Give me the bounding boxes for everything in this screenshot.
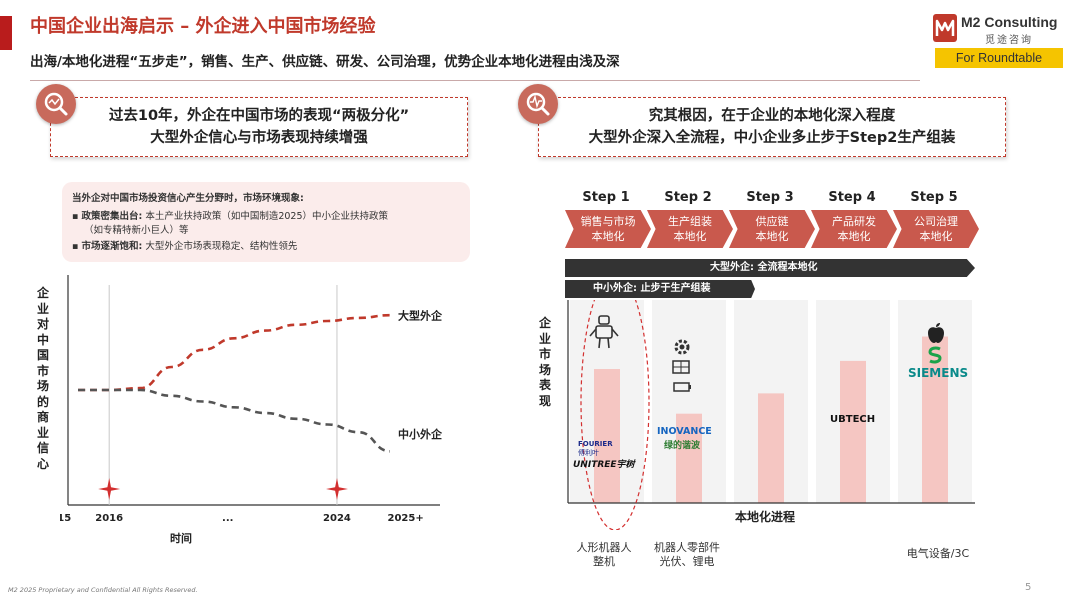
series-small-label: 中小外企 [398, 427, 443, 441]
step-header-5: Step 5 [910, 190, 958, 205]
brand-name: M2 Consulting [961, 14, 1058, 30]
x-tick-label: ~2015 [60, 513, 71, 524]
step-text: 本地化 [673, 230, 707, 243]
performance-bar [758, 393, 784, 503]
step-header-2: Step 2 [664, 190, 712, 205]
step-text: 销售与市场 [580, 215, 636, 228]
analysis-icon [518, 84, 558, 124]
category-label-electrical: 电气设备/3C [906, 547, 970, 560]
note-bullet-1: ▪ 政策密集出台: 本土产业扶持政策（如中国制造2025）中小企业扶持政策 [72, 211, 388, 222]
left-y-axis-label: 企业对中国市场的商业信心 [36, 286, 49, 471]
x-tick-label: ... [222, 513, 233, 524]
step-text: 生产组装 [668, 215, 712, 228]
x-tick-label: 2024 [323, 513, 351, 524]
step-chevron-1: 销售与市场 本地化 [565, 210, 651, 248]
step-text: 供应链 [755, 215, 789, 228]
left-headline-line1: 过去10年，外企在中国市场的表现“两极分化” [108, 108, 410, 124]
ubtech-logo: UBTECH [830, 414, 876, 425]
components-icons [672, 339, 691, 392]
m2-logo-icon [933, 14, 957, 42]
highlight-ellipse [580, 300, 650, 530]
siemens-logo: SIEMENS [908, 366, 969, 380]
category-label-components: 机器人零部件 光伏、锂电 [654, 541, 720, 568]
step-text: 产品研发 [832, 215, 876, 228]
roundtable-badge: For Roundtable [935, 48, 1063, 68]
left-headline-box: 过去10年，外企在中国市场的表现“两极分化” 大型外企信心与市场表现持续增强 [50, 97, 468, 157]
step-header-4: Step 4 [828, 190, 876, 205]
note-bullet-2: ▪ 市场逐渐饱和: 大型外企市场表现稳定、结构性领先 [72, 241, 298, 252]
policy-star-marker [326, 478, 348, 500]
page-subtitle: 出海/本地化进程“五步走”，销售、生产、供应链、研发、公司治理，优势企业本地化进… [30, 54, 620, 70]
step-text: 本地化 [919, 230, 953, 243]
step-header-1: Step 1 [582, 190, 630, 205]
brand-name-cn: 觅途咨询 [985, 35, 1033, 46]
unitree-logo: UNITREE宇树 [573, 460, 635, 470]
accent-bar [0, 16, 12, 50]
category-label-humanoid: 人形机器人 整机 [576, 541, 632, 568]
step-chevron-5: 公司治理 本地化 [893, 210, 979, 248]
more-ellipsis: ... [955, 294, 965, 305]
step-text: 本地化 [837, 230, 871, 243]
series-small-line [77, 388, 391, 453]
humanoid-robot-icon [589, 315, 619, 349]
market-note-box: 当外企对中国市场投资信心产生分野时，市场环境现象: ▪ 政策密集出台: 本土产业… [62, 182, 470, 262]
performance-bar [922, 336, 948, 503]
step-chevron-4: 产品研发 本地化 [811, 210, 897, 248]
apple-icon [928, 323, 944, 343]
step-text: 本地化 [591, 230, 625, 243]
series-large-label: 大型外企 [398, 308, 443, 322]
step-chevron-2: 生产组装 本地化 [647, 210, 733, 248]
x-tick-label: 2025+ [387, 513, 423, 524]
x-tick-label: 2016 [95, 513, 123, 524]
page-number: 5 [1025, 582, 1032, 593]
performance-bar [840, 360, 866, 503]
x-axis-title: 本地化进程 [735, 509, 795, 524]
policy-star-marker [98, 478, 121, 500]
large-firm-arrow: 大型外企: 全流程本地化 [565, 259, 975, 277]
step-header-3: Step 3 [746, 190, 794, 205]
right-headline-line1: 究其根因，在于企业的本地化深入程度 [648, 108, 896, 124]
step-chevron-3: 供应链 本地化 [729, 210, 815, 248]
magnifier-icon [36, 84, 76, 124]
note-heading: 当外企对中国市场投资信心产生分野时，市场环境现象: [72, 193, 304, 204]
performance-bar [594, 369, 620, 503]
right-headline-box: 究其根因，在于企业的本地化深入程度 大型外企深入全流程，中小企业多止步于Step… [538, 97, 1006, 157]
inovance-logo: INOVANCE [657, 426, 712, 437]
step-text: 公司治理 [914, 215, 958, 228]
header-divider [30, 80, 920, 81]
brand-logo: M2 Consulting 觅途咨询 For Roundtable [933, 12, 1063, 70]
smic-icon [928, 346, 942, 364]
performance-bar [676, 413, 702, 503]
leaderdrive-logo: 绿的谐波 [664, 441, 701, 451]
x-axis-title: 时间 [170, 531, 192, 545]
step-text: 本地化 [755, 230, 789, 243]
footer-copyright: M2 2025 Proprietary and Confidential All… [8, 586, 198, 594]
fourier-logo: FOURIER 傅利叶 [578, 440, 613, 457]
small-firm-arrow: 中小外企: 止步于生产组装 [565, 280, 755, 298]
note-bullet-1-cont: （如专精特新小巨人）等 [84, 225, 189, 236]
page-title: 中国企业出海启示 – 外企进入中国市场经验 [30, 16, 376, 37]
left-headline-line2: 大型外企信心与市场表现持续增强 [150, 130, 368, 146]
right-y-axis-label: 企业市场表现 [538, 316, 551, 408]
performance-bar-chart: 本地化进程 [567, 300, 975, 530]
right-headline-line2: 大型外企深入全流程，中小企业多止步于Step2生产组装 [588, 130, 956, 146]
series-large-line [77, 313, 391, 392]
